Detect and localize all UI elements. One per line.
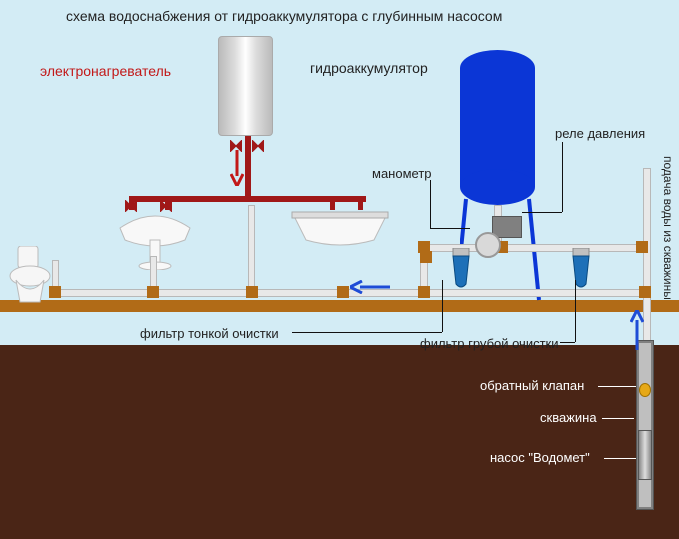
callout-line [522,212,562,213]
relay-label: реле давления [555,126,645,141]
coarse-filter-label: фильтр грубой очистки [420,336,559,351]
gauge-label: манометр [372,166,432,181]
hot-pipe-vertical [245,136,251,196]
accumulator-label: гидроаккумулятор [310,60,428,76]
callout-line [598,386,636,387]
borehole-label: скважина [540,410,597,425]
check-valve-label: обратный клапан [480,378,584,393]
elbow-fitting [147,286,159,298]
water-heater [218,36,273,136]
elbow-fitting [246,286,258,298]
callout-line [562,142,563,212]
elbow-fitting [636,241,648,253]
callout-line [292,332,442,333]
diagram-canvas: схема водоснабжения от гидроаккумулятора… [0,0,679,539]
cold-pipe-fixture-3 [248,205,255,292]
callout-line [602,418,634,419]
hot-pipe-drop-4 [358,196,363,210]
callout-line [604,458,636,459]
sink-right [290,210,390,265]
ground-region [0,345,679,539]
borehole-inner [639,343,651,507]
callout-line [430,228,470,229]
cold-pipe-riser [643,168,651,345]
title-label: схема водоснабжения от гидроаккумулятора… [66,8,502,24]
arrow-down-icon [230,150,244,186]
fine-filter [450,248,472,288]
floor-slab [0,300,679,312]
check-valve [639,383,651,397]
callout-line [560,342,575,343]
fine-filter-label: фильтр тонкой очистки [140,326,279,341]
elbow-fitting [49,286,61,298]
arrow-up-icon [630,310,644,350]
pump-label: насос "Водомет" [490,450,590,465]
coarse-filter [570,248,592,288]
hot-pipe-drop-3 [330,196,335,210]
callout-line [430,180,431,228]
submersible-pump [638,430,652,480]
elbow-fitting [420,251,432,263]
feed-label: подача воды из скважины [661,156,675,300]
valve-icon [252,140,264,152]
elbow-fitting [337,286,349,298]
elbow-fitting [639,286,651,298]
callout-line [442,280,443,332]
arrow-left-icon [350,280,390,294]
pressure-gauge [475,232,501,258]
callout-line [575,280,576,342]
heater-label: электронагреватель [40,63,171,79]
accumulator-tank [460,50,565,310]
elbow-fitting [418,286,430,298]
